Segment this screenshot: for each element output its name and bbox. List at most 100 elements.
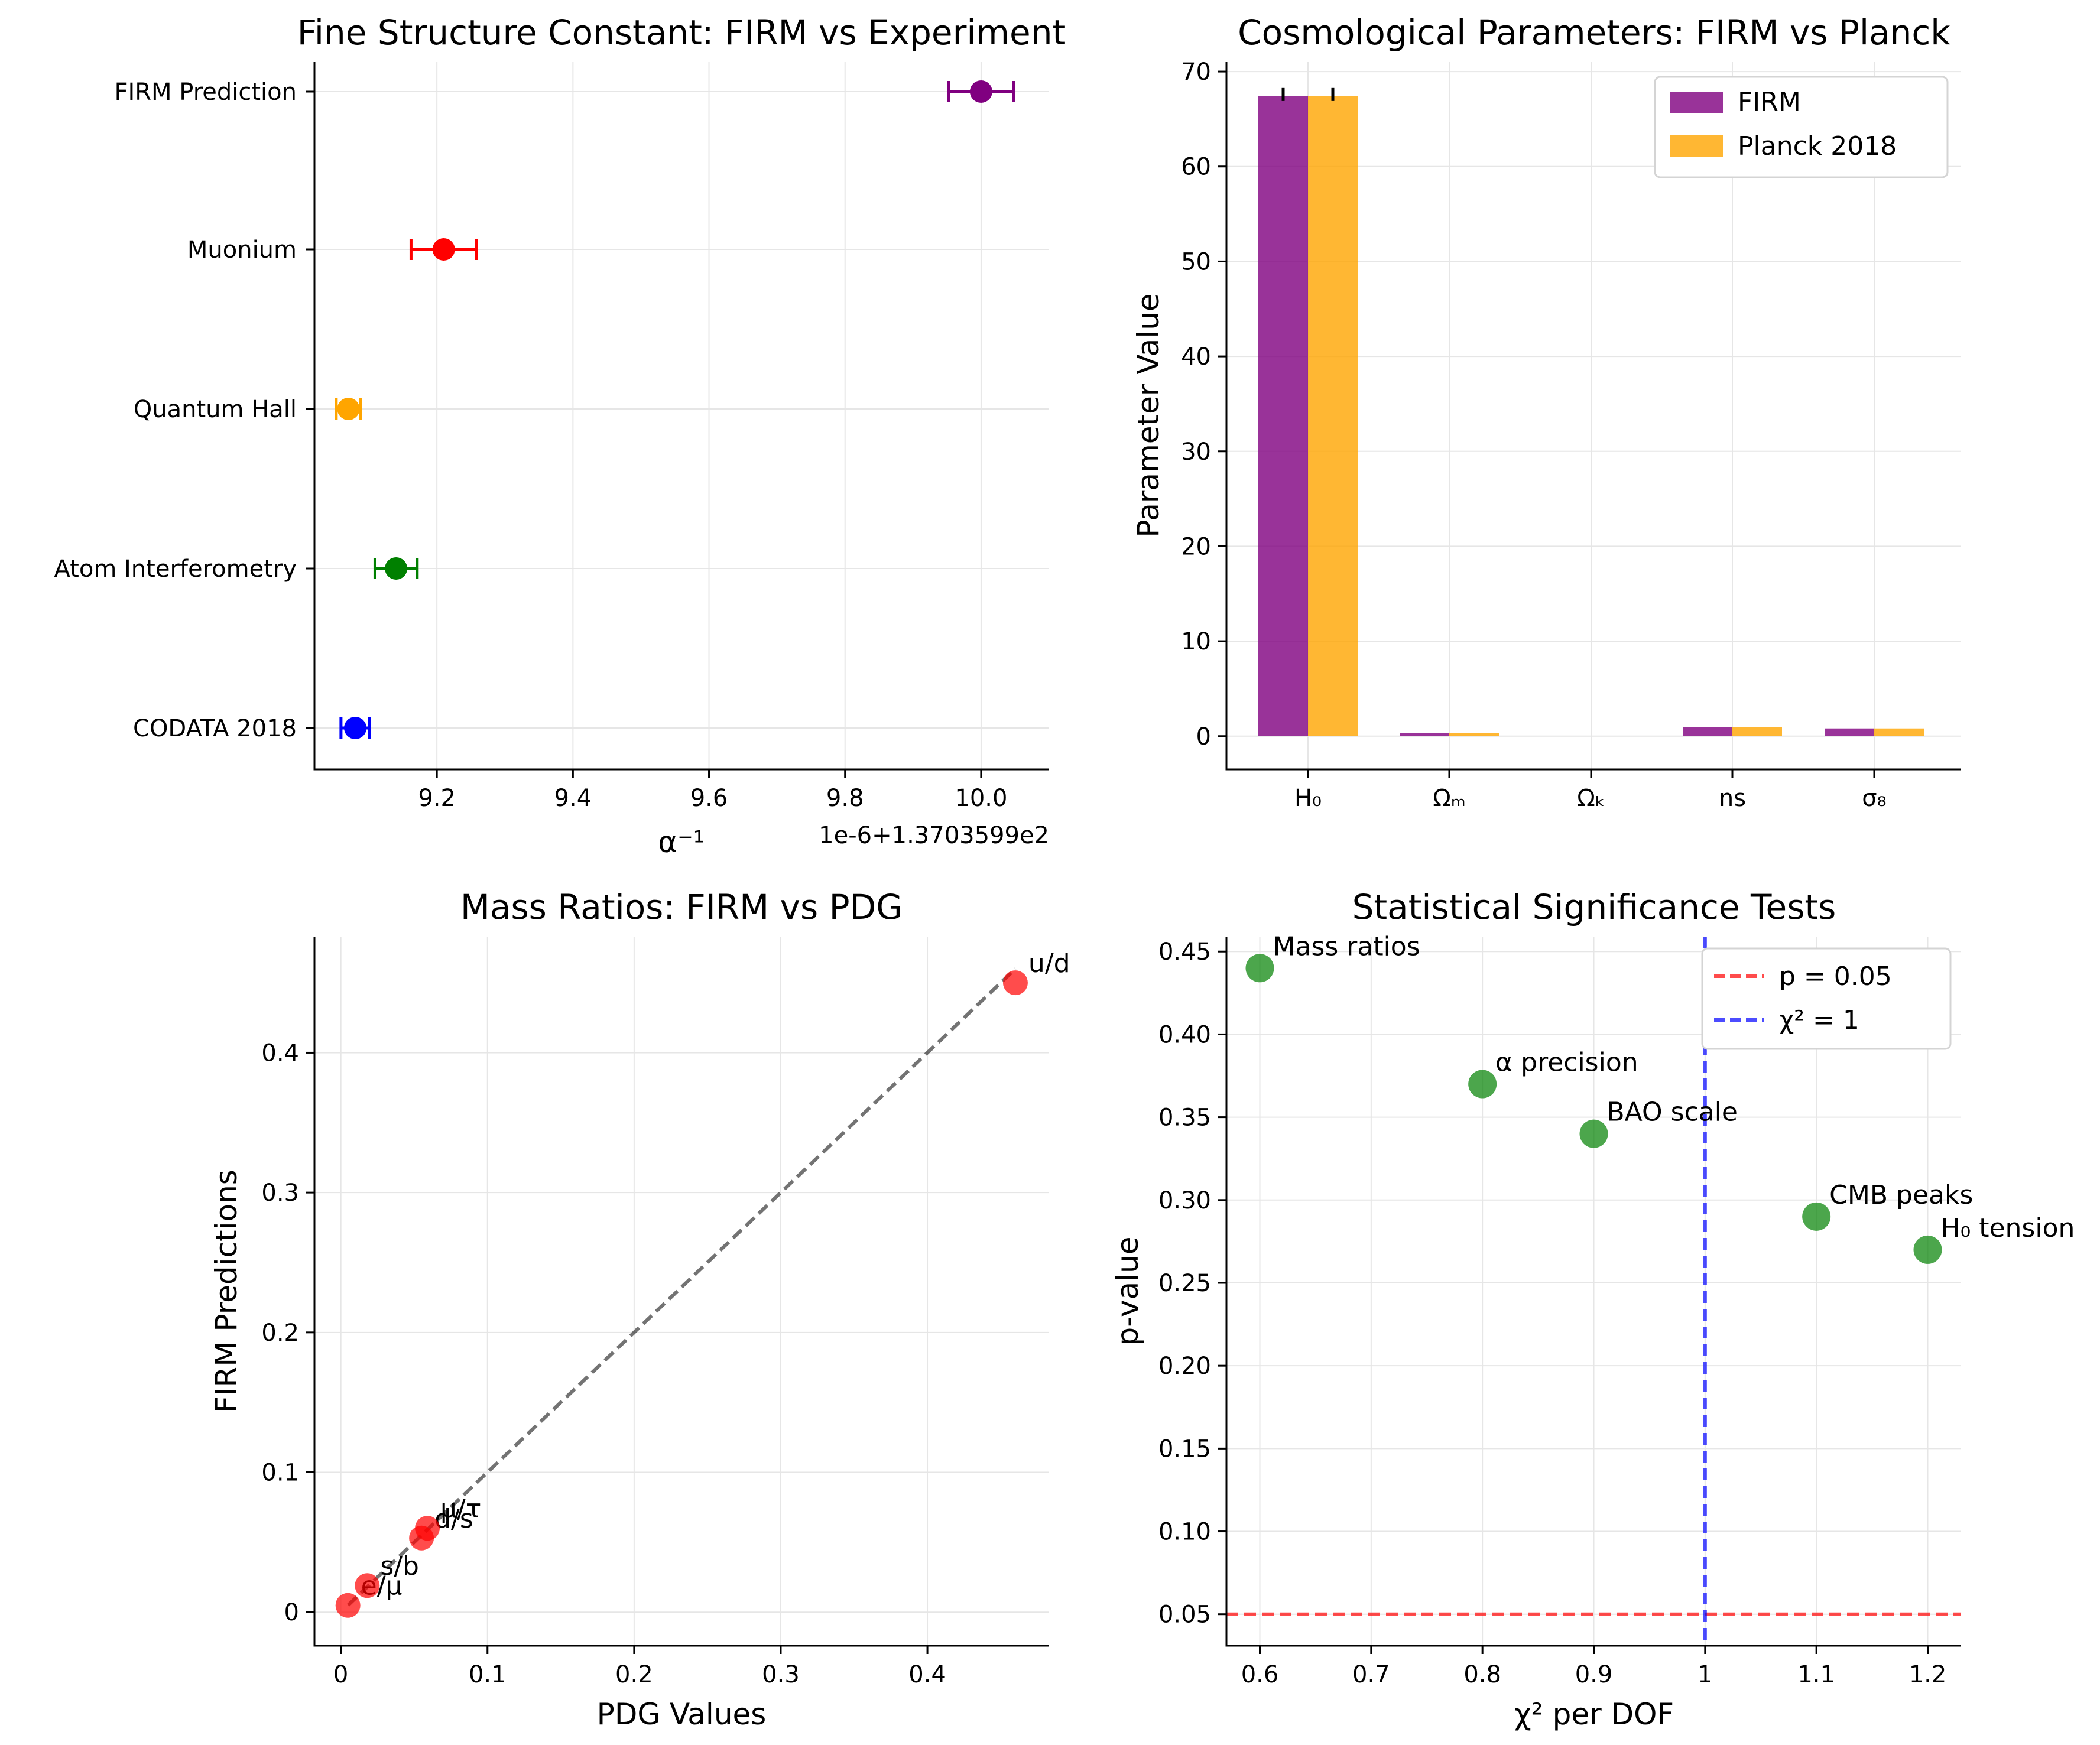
legend-box bbox=[1654, 76, 1949, 178]
cosmology-panel: 0 10 20 30 40 50 60 70 H₀ Ωₘ Ωₖ ns σ₈ Cosmological P… bbox=[1131, 12, 1961, 812]
mass-ratio-x-tick-label: 0.4 bbox=[908, 1661, 946, 1688]
cosmology-y-tick-label: 30 bbox=[1181, 438, 1211, 466]
cosmology-bar bbox=[1683, 727, 1732, 736]
legend-swatch-planck bbox=[1670, 135, 1723, 157]
alpha-offset-label: 1e-6+1.3703599e2 bbox=[819, 822, 1049, 849]
mass-ratio-ticks: 0 0.1 0.2 0.3 0.4 0 0.1 0.2 0.3 0.4 bbox=[261, 1039, 946, 1688]
alpha-errorbar bbox=[409, 238, 478, 261]
cosmology-bars bbox=[1258, 87, 1924, 736]
alpha-point bbox=[337, 398, 360, 420]
significance-point bbox=[1802, 1202, 1831, 1231]
mass-ratio-y-tick-label: 0 bbox=[284, 1599, 299, 1626]
alpha-point bbox=[385, 557, 408, 580]
mass-ratio-point bbox=[1002, 970, 1028, 996]
significance-y-tick-label: 0.45 bbox=[1158, 938, 1211, 966]
mass-ratio-point-label: d/s bbox=[434, 1504, 473, 1534]
alpha-errorbar bbox=[335, 398, 362, 420]
significance-point-label: BAO scale bbox=[1607, 1097, 1738, 1127]
significance-y-tick-label: 0.15 bbox=[1158, 1435, 1211, 1463]
legend-label-firm: FIRM bbox=[1738, 87, 1801, 117]
cosmology-legend: FIRM Planck 2018 bbox=[1654, 76, 1949, 178]
significance-y-tick-label: 0.20 bbox=[1158, 1353, 1211, 1380]
alpha-points bbox=[335, 80, 1015, 739]
alpha-errorbar bbox=[339, 717, 371, 739]
significance-x-tick-label: 0.7 bbox=[1352, 1661, 1390, 1688]
significance-y-tick-label: 0.05 bbox=[1158, 1601, 1211, 1629]
cosmology-bar bbox=[1400, 733, 1449, 736]
legend-label-pvalue: p = 0.05 bbox=[1779, 961, 1892, 992]
cosmology-title: Cosmological Parameters: FIRM vs Planck bbox=[1238, 12, 1950, 53]
alpha-x-tick-label: 9.6 bbox=[690, 785, 728, 812]
alpha-x-tick-label: 9.4 bbox=[554, 785, 592, 812]
mass-ratio-y-tick-label: 0.4 bbox=[261, 1039, 299, 1067]
mass-ratio-x-tick-label: 0 bbox=[333, 1661, 348, 1688]
legend-label-planck: Planck 2018 bbox=[1738, 131, 1897, 161]
significance-points: Mass ratios α precision BAO scale CMB peaks… bbox=[1226, 931, 2075, 1646]
legend-swatch-firm bbox=[1670, 92, 1723, 113]
significance-x-tick-label: 1 bbox=[1697, 1661, 1712, 1688]
significance-y-tick-label: 0.35 bbox=[1158, 1104, 1211, 1132]
significance-x-tick-label: 0.9 bbox=[1575, 1661, 1613, 1688]
mass-ratio-y-label: FIRM Predictions bbox=[209, 1169, 244, 1413]
significance-panel: Mass ratios α precision BAO scale CMB peaks… bbox=[1111, 887, 2075, 1731]
significance-y-tick-label: 0.10 bbox=[1158, 1519, 1211, 1546]
mass-ratio-x-tick-label: 0.2 bbox=[615, 1661, 653, 1688]
cosmology-y-tick-label: 60 bbox=[1181, 154, 1211, 181]
mass-ratio-points: e/μs/bd/sμ/τu/d bbox=[335, 948, 1070, 1618]
alpha-title: Fine Structure Constant: FIRM vs Experim… bbox=[297, 12, 1066, 53]
mass-ratio-y-tick-label: 0.2 bbox=[261, 1320, 299, 1347]
significance-point-label: Mass ratios bbox=[1273, 931, 1420, 961]
alpha-point bbox=[432, 238, 455, 261]
cosmology-y-tick-label: 20 bbox=[1181, 533, 1211, 560]
mass-ratio-x-tick-label: 0.1 bbox=[469, 1661, 507, 1688]
significance-point bbox=[1579, 1119, 1608, 1148]
cosmology-x-tick-label: ns bbox=[1719, 785, 1746, 812]
alpha-x-tick-label: 9.2 bbox=[418, 785, 456, 812]
alpha-errorbar bbox=[947, 80, 1015, 103]
cosmology-bar bbox=[1732, 727, 1782, 736]
significance-x-tick-label: 0.6 bbox=[1241, 1661, 1279, 1688]
alpha-y-ticks: CODATA 2018 Atom Interferometry Quantum Ha… bbox=[54, 79, 314, 742]
alpha-y-tick-label: CODATA 2018 bbox=[133, 715, 297, 742]
cosmology-x-tick-label: H₀ bbox=[1294, 785, 1322, 812]
significance-point bbox=[1245, 954, 1274, 983]
cosmology-bar bbox=[1449, 733, 1499, 736]
significance-legend: p = 0.05 χ² = 1 bbox=[1701, 947, 1952, 1050]
cosmology-x-tick-label: Ωₖ bbox=[1577, 785, 1605, 812]
mass-ratio-point bbox=[335, 1593, 361, 1618]
mass-ratio-point-label: u/d bbox=[1028, 948, 1070, 979]
mass-ratio-point-label: μ/τ bbox=[440, 1494, 481, 1524]
significance-x-tick-label: 1.1 bbox=[1797, 1661, 1835, 1688]
cosmology-bar bbox=[1825, 728, 1874, 736]
cosmology-y-tick-label: 0 bbox=[1196, 723, 1211, 750]
alpha-point bbox=[969, 80, 992, 103]
mass-ratio-y-tick-label: 0.1 bbox=[261, 1460, 299, 1487]
alpha-y-tick-label: Quantum Hall bbox=[134, 396, 297, 423]
mass-ratio-x-tick-label: 0.3 bbox=[762, 1661, 800, 1688]
significance-title: Statistical Significance Tests bbox=[1352, 887, 1836, 927]
significance-point-label: H₀ tension bbox=[1941, 1213, 2075, 1243]
mass-ratio-x-label: PDG Values bbox=[597, 1697, 767, 1731]
cosmology-ticks: 0 10 20 30 40 50 60 70 H₀ Ωₘ Ωₖ ns σ₈ bbox=[1181, 59, 1887, 812]
significance-y-label: p-value bbox=[1111, 1236, 1145, 1346]
significance-point-label: α precision bbox=[1495, 1048, 1638, 1078]
mass-ratio-panel: e/μs/bd/sμ/τu/d 0 0.1 0.2 0.3 0.400.10.20.30… bbox=[209, 887, 1070, 1731]
cosmology-bar bbox=[1258, 96, 1308, 736]
mass-ratio-point bbox=[355, 1573, 380, 1598]
cosmology-x-tick-label: Ωₘ bbox=[1433, 785, 1466, 812]
significance-point bbox=[1468, 1070, 1497, 1099]
alpha-point bbox=[344, 717, 367, 739]
alpha-x-ticks: 9.2 9.4 9.6 9.8 10.0 bbox=[418, 769, 1007, 812]
significance-y-tick-label: 0.25 bbox=[1158, 1270, 1211, 1297]
cosmology-y-tick-label: 40 bbox=[1181, 343, 1211, 371]
significance-x-label: χ² per DOF bbox=[1514, 1697, 1674, 1731]
legend-label-chi2: χ² = 1 bbox=[1779, 1005, 1859, 1035]
alpha-errorbar bbox=[373, 557, 419, 580]
alpha-y-tick-label: FIRM Prediction bbox=[114, 79, 297, 106]
cosmology-y-tick-label: 70 bbox=[1181, 59, 1211, 86]
cosmology-x-tick-label: σ₈ bbox=[1862, 785, 1886, 812]
cosmology-y-label: Parameter Value bbox=[1131, 293, 1166, 537]
significance-ticks: 0.6 0.7 0.8 0.9 1 1.1 1.2 0.05 0.10 0.15 0.20 0.25 0… bbox=[1158, 938, 1946, 1688]
mass-ratio-point-label: s/b bbox=[380, 1551, 419, 1581]
